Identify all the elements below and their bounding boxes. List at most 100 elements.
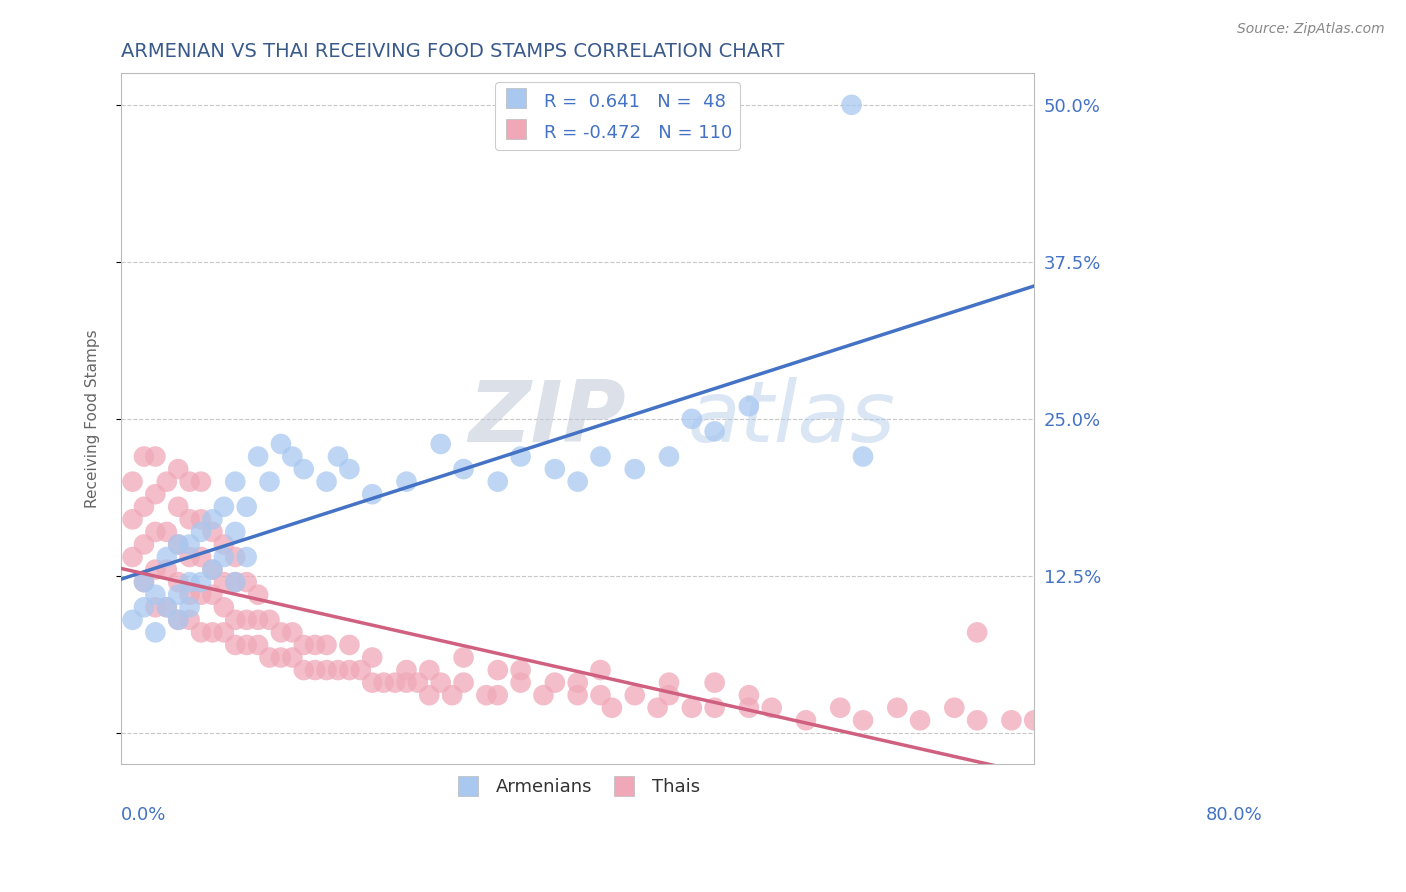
Point [212, 625, 235, 640]
Point [453, 650, 475, 665]
Point [418, 663, 440, 677]
Point [132, 575, 155, 590]
Point [486, 475, 509, 489]
Point [201, 524, 224, 539]
Point [453, 675, 475, 690]
Point [647, 700, 669, 714]
Point [201, 563, 224, 577]
Point [179, 613, 201, 627]
Point [121, 512, 143, 526]
Point [270, 650, 292, 665]
Point [190, 575, 212, 590]
Point [145, 625, 167, 640]
Text: 0.0%: 0.0% [121, 805, 166, 823]
Point [830, 700, 852, 714]
Text: 80.0%: 80.0% [1206, 805, 1263, 823]
Point [224, 475, 246, 489]
Point [270, 625, 292, 640]
Y-axis label: Receiving Food Stamps: Receiving Food Stamps [86, 329, 100, 508]
Point [544, 462, 567, 476]
Point [145, 563, 167, 577]
Point [145, 600, 167, 615]
Point [132, 600, 155, 615]
Point [247, 613, 270, 627]
Point [703, 700, 725, 714]
Point [235, 638, 257, 652]
Point [738, 700, 761, 714]
Point [167, 613, 190, 627]
Point [167, 575, 190, 590]
Point [281, 650, 304, 665]
Point [145, 450, 167, 464]
Point [224, 575, 246, 590]
Point [441, 688, 464, 702]
Point [201, 625, 224, 640]
Legend: Armenians, Thais: Armenians, Thais [447, 772, 707, 804]
Point [224, 613, 246, 627]
Point [326, 663, 349, 677]
Point [453, 462, 475, 476]
Point [167, 462, 190, 476]
Point [224, 638, 246, 652]
Point [292, 663, 315, 677]
Point [589, 450, 612, 464]
Point [509, 450, 531, 464]
Point [794, 714, 817, 728]
Point [681, 700, 703, 714]
Point [121, 613, 143, 627]
Point [886, 700, 908, 714]
Point [600, 700, 623, 714]
Point [270, 437, 292, 451]
Point [190, 475, 212, 489]
Point [315, 638, 337, 652]
Point [509, 675, 531, 690]
Point [224, 524, 246, 539]
Point [121, 475, 143, 489]
Text: Source: ZipAtlas.com: Source: ZipAtlas.com [1237, 22, 1385, 37]
Point [703, 675, 725, 690]
Point [658, 450, 681, 464]
Point [167, 588, 190, 602]
Point [1024, 714, 1046, 728]
Point [167, 613, 190, 627]
Point [132, 450, 155, 464]
Point [589, 663, 612, 677]
Point [247, 638, 270, 652]
Point [966, 625, 988, 640]
Point [247, 450, 270, 464]
Point [190, 549, 212, 564]
Point [966, 714, 988, 728]
Point [1000, 714, 1022, 728]
Point [908, 714, 931, 728]
Point [145, 487, 167, 501]
Point [544, 675, 567, 690]
Point [224, 575, 246, 590]
Point [212, 500, 235, 514]
Point [167, 537, 190, 551]
Point [486, 688, 509, 702]
Point [658, 675, 681, 690]
Point [235, 613, 257, 627]
Point [121, 549, 143, 564]
Point [156, 524, 179, 539]
Point [179, 575, 201, 590]
Point [395, 675, 418, 690]
Point [738, 688, 761, 702]
Point [429, 437, 451, 451]
Text: ZIP: ZIP [468, 377, 626, 460]
Point [201, 588, 224, 602]
Point [212, 537, 235, 551]
Point [339, 462, 361, 476]
Point [384, 675, 406, 690]
Point [292, 462, 315, 476]
Point [179, 549, 201, 564]
Point [395, 663, 418, 677]
Point [132, 537, 155, 551]
Point [852, 714, 875, 728]
Point [361, 650, 384, 665]
Point [339, 663, 361, 677]
Point [326, 450, 349, 464]
Point [589, 688, 612, 702]
Point [235, 575, 257, 590]
Point [201, 563, 224, 577]
